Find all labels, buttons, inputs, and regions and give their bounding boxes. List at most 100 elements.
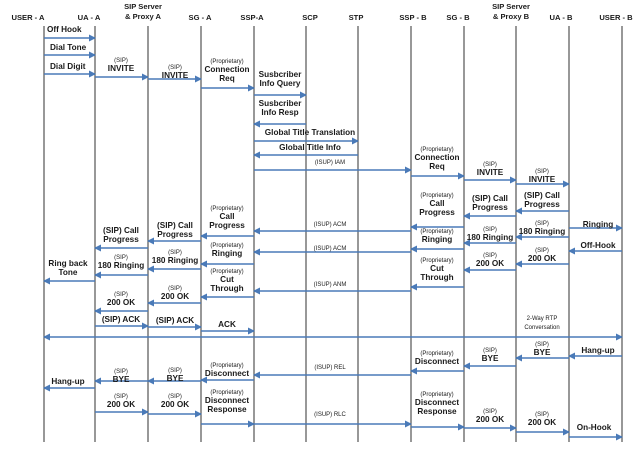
message-label: Ringing <box>422 235 452 244</box>
message-dial-digit: Dial Digit <box>44 62 96 78</box>
message-label: Tone <box>59 268 78 277</box>
message-label: INVITE <box>529 175 556 184</box>
message-proprietary-disconnect: (Proprietary)Disconnect <box>200 363 254 384</box>
message-label: 2-Way RTP <box>527 316 558 322</box>
message-off-hook: Off Hook <box>44 25 96 42</box>
message-label: (SIP) <box>483 227 497 233</box>
message-label: (SIP) <box>168 394 182 400</box>
message-sip-bye: (SIP)BYE <box>463 348 516 370</box>
entity-header-user-a: USER - A <box>11 13 45 22</box>
entity-header-ua-b: UA - B <box>550 13 573 22</box>
message-sip-180-ringing: (SIP)180 Ringing <box>147 250 201 273</box>
message-global-title-info: Global Title Info <box>253 143 358 159</box>
message-2-way-rtp-conversation: 2-Way RTP Conversation <box>43 316 623 341</box>
entity-header-ssp-b: SSP - B <box>399 13 427 22</box>
message-label: 200 OK <box>528 254 556 263</box>
message-label: Hang-up <box>51 377 84 386</box>
message-label: (SIP) <box>168 250 182 256</box>
message-label: BYE <box>534 348 551 357</box>
message-label: ACK <box>218 320 236 329</box>
message-label: Disconnect <box>415 398 459 407</box>
message-label: (ISUP) REL <box>314 365 346 371</box>
message-label: 180 Ringing <box>467 233 513 242</box>
message-label: 200 OK <box>528 418 556 427</box>
message-label: Connection <box>414 153 459 162</box>
message-hang-up: Hang-up <box>43 377 95 392</box>
message-label: 200 OK <box>107 400 135 409</box>
message-isup-rel: (ISUP) REL <box>253 365 411 379</box>
message-label: 200 OK <box>161 400 189 409</box>
message-sip-200-ok: (SIP)200 OK <box>147 286 201 307</box>
message-label: 200 OK <box>107 298 135 307</box>
message-sip-invite: (SIP)INVITE <box>148 65 202 83</box>
message-sip-200-ok: (SIP)200 OK <box>516 412 570 436</box>
message-label: Susbcriber <box>259 70 303 79</box>
message-label: (SIP) <box>114 394 128 400</box>
message-label: (SIP) <box>168 368 182 374</box>
message-label: (SIP) <box>114 369 128 375</box>
message-label: (Proprietary) <box>420 147 453 153</box>
message-label: Dial Tone <box>50 43 87 52</box>
message-proprietary-disconnect: (Proprietary)Disconnect <box>410 351 464 375</box>
message-sip-200-ok: (SIP)200 OK <box>148 394 202 418</box>
message-label: (Proprietary) <box>420 392 453 398</box>
message-sip-invite: (SIP)INVITE <box>95 58 149 81</box>
message-dial-tone: Dial Tone <box>44 43 96 59</box>
message-label: (ISUP) RLC <box>314 412 346 418</box>
entity-header-sg-b: SG - B <box>446 13 470 22</box>
message-label: (Proprietary) <box>210 206 243 212</box>
message-label: Req <box>429 162 444 171</box>
message-label: Disconnect <box>205 396 249 405</box>
message-label: Progress <box>157 230 193 239</box>
message-label: (SIP) <box>114 58 128 64</box>
message-label: (Proprietary) <box>210 243 243 249</box>
message-label: Dial Digit <box>50 62 86 71</box>
entity-header-proxy-b: SIP Server <box>492 2 530 11</box>
message-on-hook: On-Hook <box>569 423 623 441</box>
message-label: 180 Ringing <box>152 256 198 265</box>
message-label: (Proprietary) <box>420 193 453 199</box>
message-label: Susbcriber <box>259 99 303 108</box>
message-label: 180 Ringing <box>98 261 144 270</box>
message-label: (Proprietary) <box>210 59 243 65</box>
message-sip-invite: (SIP)INVITE <box>516 169 570 188</box>
message-sip-bye: (SIP)BYE <box>147 368 201 385</box>
message-isup-iam: (ISUP) IAM <box>254 160 412 174</box>
message-ack: ACK <box>201 320 255 335</box>
message-label: (SIP) <box>168 286 182 292</box>
message-label: (ISUP) IAM <box>315 160 345 166</box>
message-label: (ISUP) ACM <box>314 246 347 252</box>
message-label: (SIP) <box>483 409 497 415</box>
message-sip-200-ok: (SIP)200 OK <box>463 253 516 274</box>
message-label: Progress <box>103 235 139 244</box>
message-label: (Proprietary) <box>420 351 453 357</box>
message-sip-invite: (SIP)INVITE <box>464 162 517 184</box>
message-label: (SIP) <box>535 169 549 175</box>
message-label: Progress <box>209 221 245 230</box>
message-label: (SIP) ACK <box>102 315 140 324</box>
message-label: Ring back <box>48 259 88 268</box>
message-label: (SIP) Call <box>472 194 508 203</box>
message-label: (SIP) <box>535 248 549 254</box>
message-label: (Proprietary) <box>210 363 243 369</box>
message-sip-ack: (SIP) ACK <box>95 315 149 330</box>
message-label: (Proprietary) <box>420 258 453 264</box>
message-label: 180 Ringing <box>519 227 565 236</box>
message-label: INVITE <box>162 71 189 80</box>
message-label: Through <box>210 284 243 293</box>
message-label: (SIP) Call <box>157 221 193 230</box>
message-proprietary-ringing: (Proprietary)Ringing <box>410 229 464 253</box>
